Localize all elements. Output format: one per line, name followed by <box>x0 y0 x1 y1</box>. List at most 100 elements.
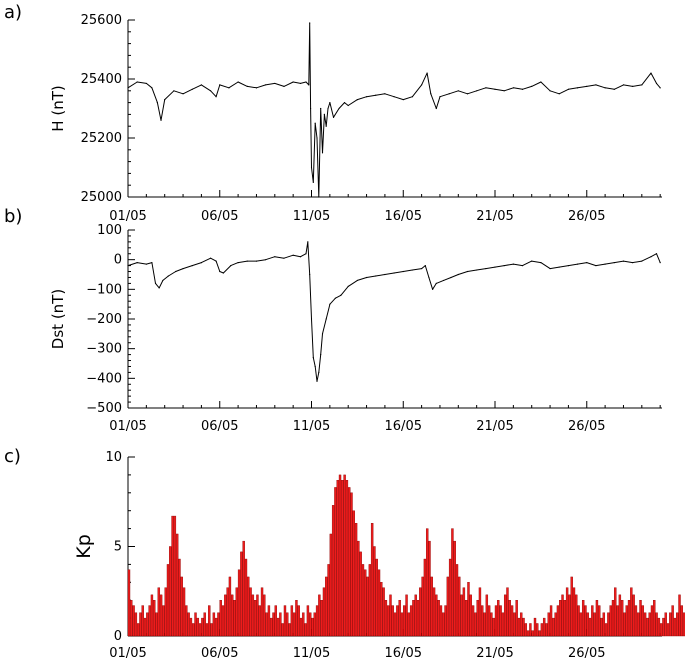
kp-bar <box>531 630 534 637</box>
kp-bar <box>522 617 525 637</box>
data-point <box>485 87 487 89</box>
data-point <box>595 265 597 267</box>
data-point <box>265 84 267 86</box>
kp-bar <box>481 605 484 637</box>
kp-bar <box>625 605 628 637</box>
kp-bar <box>435 594 438 637</box>
data-point <box>576 87 579 89</box>
kp-bar <box>421 576 424 637</box>
data-point <box>457 273 459 276</box>
kp-bar <box>373 546 376 637</box>
kp-bar <box>290 605 294 637</box>
kp-bar <box>611 600 615 637</box>
data-point <box>292 254 294 256</box>
data-point <box>127 87 129 89</box>
kp-bar <box>389 594 392 637</box>
kp-bar <box>132 605 135 637</box>
y-tick-label: −100 <box>86 282 122 297</box>
kp-bar <box>538 630 541 637</box>
kp-bar <box>474 612 477 637</box>
kp-bar <box>334 487 337 637</box>
kp-bar <box>203 612 206 637</box>
kp-bar <box>352 510 355 637</box>
data-point <box>365 276 368 279</box>
data-point <box>215 96 217 98</box>
y-tick-label: −500 <box>86 401 122 416</box>
kp-bar <box>588 617 592 637</box>
data-point <box>309 273 311 276</box>
data-point <box>448 93 450 95</box>
kp-bar <box>469 594 472 637</box>
kp-bar <box>299 617 303 637</box>
kp-bar <box>623 612 626 637</box>
kp-bar <box>437 600 440 637</box>
data-point <box>586 262 588 264</box>
kp-bar <box>419 587 422 637</box>
data-point <box>316 380 318 382</box>
kp-bar <box>666 623 670 637</box>
kp-bar <box>286 612 289 637</box>
data-point <box>632 85 634 87</box>
kp-bar <box>361 564 365 637</box>
kp-bar <box>315 605 319 637</box>
data-point <box>476 90 478 92</box>
data-point <box>321 333 324 335</box>
kp-bar <box>214 617 218 637</box>
data-point <box>191 265 193 267</box>
kp-bar <box>554 612 557 637</box>
kp-bar <box>231 594 234 637</box>
kp-bar <box>462 587 466 637</box>
data-point <box>402 270 404 273</box>
data-point <box>314 365 316 368</box>
kp-bar <box>508 600 511 637</box>
kp-bar <box>205 623 209 637</box>
data-point <box>219 84 221 86</box>
data-point <box>173 90 175 92</box>
kp-bar <box>194 612 197 637</box>
kp-bar <box>570 576 573 637</box>
kp-bar <box>487 605 491 637</box>
kp-bar <box>577 605 580 637</box>
kp-bar <box>444 605 447 637</box>
kp-bar <box>251 594 255 637</box>
kp-bar <box>143 617 147 637</box>
kp-bar <box>329 533 333 637</box>
data-point <box>209 90 212 92</box>
kp-bar <box>272 612 275 637</box>
kp-bar <box>602 612 606 637</box>
y-tick-label: −300 <box>86 342 122 357</box>
data-point <box>237 81 239 83</box>
data-point <box>164 99 166 101</box>
data-point <box>191 88 193 90</box>
kp-bar <box>494 605 498 637</box>
kp-bar <box>600 617 603 637</box>
data-point <box>531 85 533 87</box>
kp-bar <box>595 600 599 637</box>
kp-bar <box>164 587 167 637</box>
kp-bar <box>350 492 353 637</box>
data-point <box>162 279 164 282</box>
kp-bar <box>217 612 220 637</box>
kp-bar <box>171 515 174 637</box>
kp-bar <box>283 605 287 637</box>
kp-bar <box>552 617 555 637</box>
x-tick-label: 06/05 <box>201 209 238 224</box>
data-point <box>299 82 302 85</box>
kp-bar <box>341 480 344 637</box>
kp-bar <box>150 594 154 637</box>
kp-bar <box>503 594 507 637</box>
kp-bar <box>313 612 316 637</box>
kp-bar <box>565 587 569 637</box>
kp-bar <box>662 617 665 637</box>
kp-bar <box>428 540 431 637</box>
data-point <box>316 137 318 139</box>
data-point <box>255 87 258 89</box>
kp-bar <box>680 605 684 637</box>
kp-bar <box>423 558 427 637</box>
x-tick-label: 26/05 <box>568 646 605 661</box>
kp-bar <box>430 576 433 637</box>
y-axis-label: Kp <box>73 534 95 559</box>
data-point <box>215 260 217 262</box>
data-point <box>246 85 248 87</box>
kp-bar <box>586 612 589 637</box>
